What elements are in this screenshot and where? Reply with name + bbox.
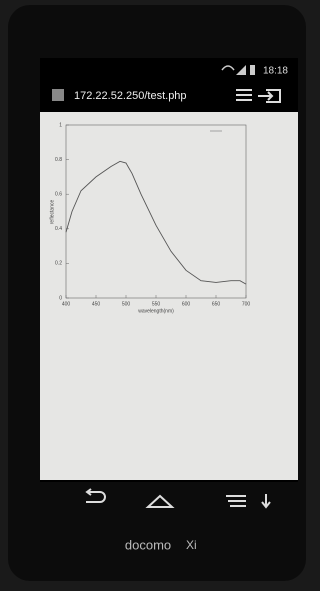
y-axis-label: reflectance — [49, 200, 55, 225]
url-text[interactable]: 172.22.52.250/test.php — [74, 90, 187, 102]
web-page — [40, 112, 298, 480]
battery-icon — [250, 65, 255, 75]
y-tick-label: 0.4 — [55, 226, 62, 232]
y-tick-label: 0.6 — [55, 192, 62, 198]
x-tick-label: 700 — [242, 301, 251, 307]
x-tick-label: 650 — [212, 301, 221, 307]
x-axis-label: wavelength(nm) — [138, 308, 174, 314]
x-tick-label: 400 — [62, 301, 71, 307]
brand-name: docomo — [125, 537, 171, 552]
x-tick-label: 550 — [152, 301, 161, 307]
brand-service: Xi — [186, 538, 197, 552]
x-tick-label: 600 — [182, 301, 191, 307]
y-tick-label: 1 — [59, 122, 62, 128]
page: {"status_bar": {"time": "18:18"}, "brows… — [0, 0, 314, 586]
page-favicon — [52, 89, 64, 101]
x-tick-label: 500 — [122, 301, 131, 307]
y-tick-label: 0.8 — [55, 157, 62, 163]
status-time: 18:18 — [263, 66, 288, 77]
y-tick-label: 0.2 — [55, 261, 62, 267]
x-tick-label: 450 — [92, 301, 101, 307]
phone-photo: 18:18 172.22.52.250/test.php wavelength(… — [0, 0, 314, 586]
